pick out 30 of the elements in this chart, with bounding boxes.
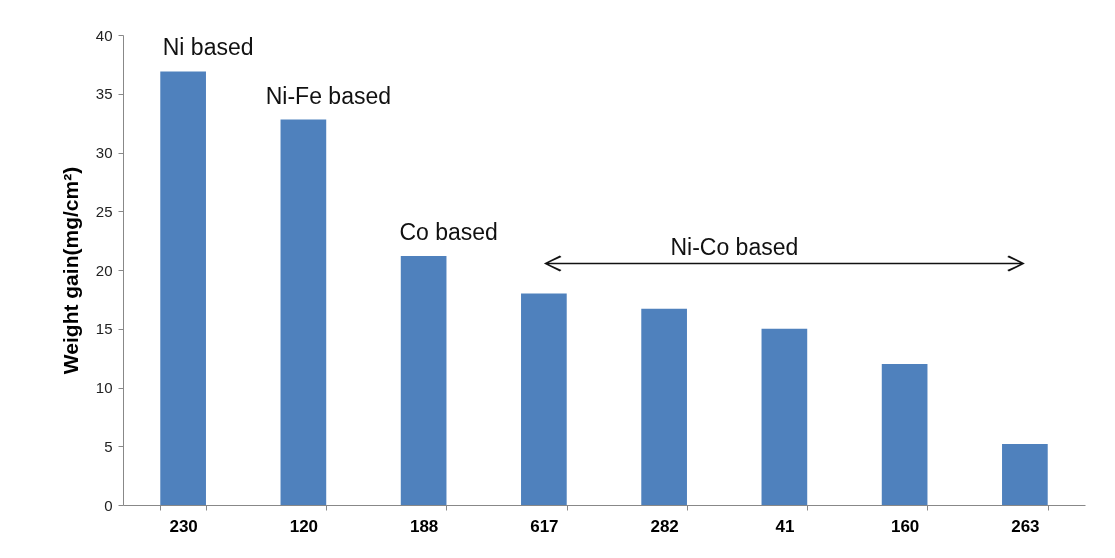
bar: [521, 293, 567, 505]
x-tick-label: 160: [890, 516, 920, 536]
annotation: Co based: [399, 218, 498, 245]
y-tick-label: 40: [95, 26, 113, 44]
bar: [160, 71, 206, 505]
annotation: Ni-Fe based: [265, 82, 392, 109]
bar: [280, 119, 327, 505]
y-tick-label: 15: [95, 320, 113, 338]
y-tick-label: 25: [95, 202, 113, 220]
y-tick-label: 30: [95, 144, 113, 161]
y-tick-label: 35: [95, 85, 113, 103]
x-tick-label: 41: [775, 516, 795, 536]
y-tick-label: 5: [104, 437, 113, 455]
bar: [761, 328, 808, 505]
x-tick-label: 617: [530, 516, 559, 536]
x-tick-label: 188: [409, 516, 439, 536]
x-tick-label: 120: [289, 516, 319, 536]
annotation: Ni-Co based: [670, 233, 799, 260]
y-tick-label: 20: [95, 261, 113, 279]
y-axis-title: Weight gain(mg/cm²): [58, 166, 82, 375]
bar: [641, 308, 687, 505]
bar: [881, 364, 928, 505]
x-tick-label: 263: [1011, 516, 1040, 536]
annotation: Ni based: [162, 34, 254, 61]
x-tick-label: 230: [169, 516, 198, 536]
bar: [1002, 443, 1048, 505]
y-tick-label: 10: [95, 379, 113, 396]
bar: [400, 255, 447, 505]
y-tick-label: 0: [104, 496, 113, 514]
x-tick-label: 282: [650, 516, 679, 536]
